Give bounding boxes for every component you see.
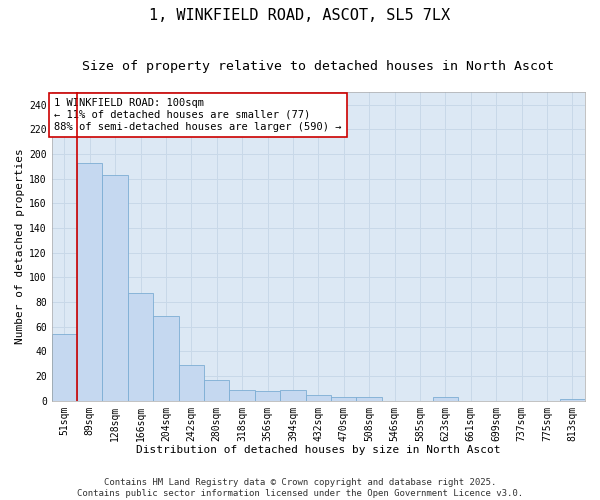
- Y-axis label: Number of detached properties: Number of detached properties: [15, 148, 25, 344]
- Bar: [128, 294, 153, 401]
- Bar: [103, 175, 128, 400]
- Bar: [255, 391, 280, 400]
- Bar: [52, 334, 77, 400]
- Text: 1, WINKFIELD ROAD, ASCOT, SL5 7LX: 1, WINKFIELD ROAD, ASCOT, SL5 7LX: [149, 8, 451, 22]
- X-axis label: Distribution of detached houses by size in North Ascot: Distribution of detached houses by size …: [136, 445, 500, 455]
- Text: 1 WINKFIELD ROAD: 100sqm
← 11% of detached houses are smaller (77)
88% of semi-d: 1 WINKFIELD ROAD: 100sqm ← 11% of detach…: [55, 98, 342, 132]
- Bar: [77, 162, 103, 400]
- Bar: [229, 390, 255, 400]
- Bar: [331, 397, 356, 400]
- Title: Size of property relative to detached houses in North Ascot: Size of property relative to detached ho…: [82, 60, 554, 73]
- Bar: [305, 394, 331, 400]
- Bar: [204, 380, 229, 400]
- Bar: [356, 397, 382, 400]
- Text: Contains HM Land Registry data © Crown copyright and database right 2025.
Contai: Contains HM Land Registry data © Crown c…: [77, 478, 523, 498]
- Bar: [280, 390, 305, 400]
- Bar: [153, 316, 179, 400]
- Bar: [179, 365, 204, 400]
- Bar: [433, 397, 458, 400]
